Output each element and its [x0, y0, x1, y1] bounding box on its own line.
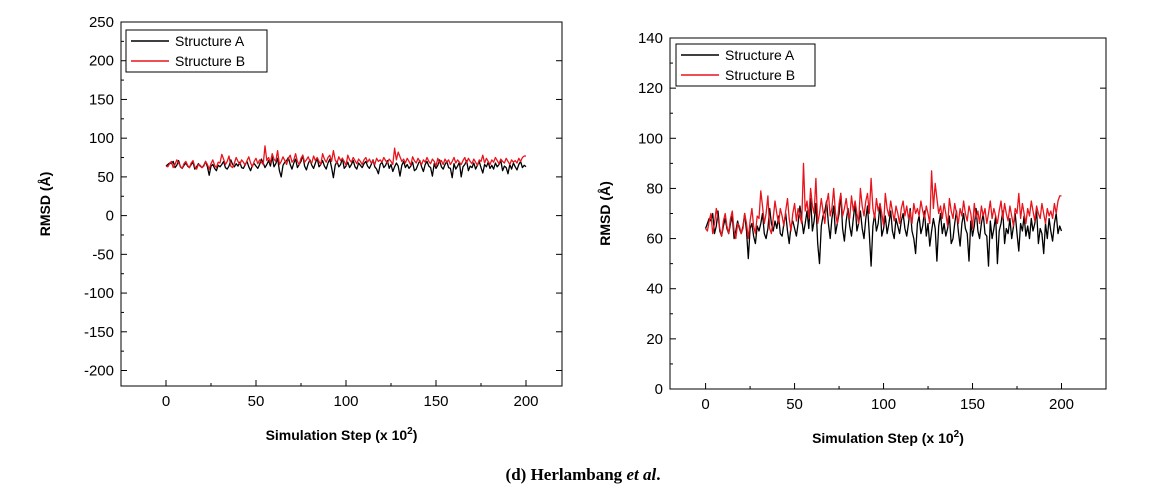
- legend-label-b: Structure B: [725, 67, 795, 83]
- series-line-b: [705, 162, 1062, 240]
- y-tick-label: 0: [106, 208, 114, 225]
- y-tick-label: 50: [97, 169, 114, 186]
- chart-2: 0 20 40 60 80 100 120 140 0 50 100 150 200 Structure …: [597, 30, 1107, 446]
- x-tick-label: 100: [871, 396, 896, 413]
- y-axis-title: RMSD (Å): [37, 172, 53, 237]
- figure-caption: (d) Herlambang et al.: [0, 465, 1166, 485]
- y-tick-label: 150: [89, 91, 114, 108]
- x-tick-label: 100: [333, 393, 358, 410]
- x-tick-label: 150: [960, 396, 985, 413]
- y-tick-label: 100: [89, 130, 114, 147]
- y-tick-label: -100: [84, 285, 114, 302]
- y-tick-label: 100: [638, 130, 663, 147]
- y-tick-label: 80: [646, 180, 663, 197]
- y-tick-label: -150: [84, 324, 114, 341]
- x-axis-title: Simulation Step (x 102): [812, 429, 964, 446]
- y-tick-label: 40: [646, 281, 663, 298]
- caption-suffix: .: [656, 465, 661, 484]
- legend: Structure A Structure B: [125, 29, 268, 73]
- legend-box: [675, 43, 816, 87]
- x-tick-label: 0: [162, 393, 170, 410]
- series-line-b: [165, 145, 526, 170]
- caption-italic: et al: [626, 465, 657, 484]
- legend-label-a: Structure A: [725, 47, 795, 63]
- x-tick-label: 200: [513, 393, 538, 410]
- series-line-a: [165, 154, 527, 179]
- y-tick-label: 120: [638, 80, 663, 97]
- x-tick-label: 150: [423, 393, 448, 410]
- y-axis-title: RMSD (Å): [597, 181, 613, 246]
- x-tick-label: 0: [701, 396, 709, 413]
- plot-frame: [120, 21, 563, 387]
- x-tick-label: 50: [248, 393, 265, 410]
- x-axis-title: Simulation Step (x 102): [266, 426, 418, 443]
- caption-prefix: (d) Herlambang: [505, 465, 627, 484]
- x-tick-label: 50: [786, 396, 803, 413]
- series-line-a: [704, 192, 1063, 267]
- y-tick-label: -50: [92, 246, 114, 263]
- y-tick-label: 0: [655, 381, 663, 398]
- chart-1: -200 -150 -100 -50 0 50 100 150 200 250 0 50 100 150 2…: [37, 14, 563, 443]
- y-tick-label: 250: [89, 14, 114, 31]
- y-tick-label: 140: [638, 30, 663, 47]
- y-tick-label: 20: [646, 331, 663, 348]
- legend-label-b: Structure B: [175, 53, 245, 69]
- legend: Structure A Structure B: [675, 43, 816, 87]
- legend-box: [125, 29, 268, 73]
- y-tick-label: 60: [646, 231, 663, 248]
- x-tick-label: 200: [1049, 396, 1074, 413]
- y-tick-label: 200: [89, 53, 114, 70]
- legend-label-a: Structure A: [175, 33, 245, 49]
- y-tick-label: -200: [84, 363, 114, 380]
